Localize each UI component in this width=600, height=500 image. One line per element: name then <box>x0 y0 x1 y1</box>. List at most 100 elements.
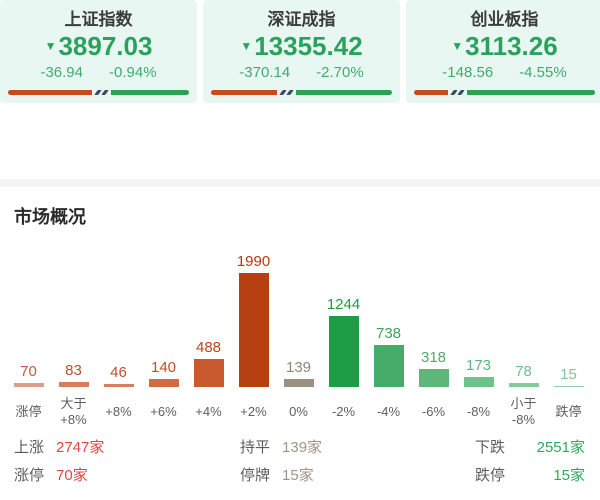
bar-group: 15 跌停 <box>546 246 591 429</box>
bar-axis-label: 涨停 <box>15 404 42 419</box>
bar-value-label: 70 <box>20 363 37 380</box>
advance-decline-ratio-bar <box>8 90 189 95</box>
bar-group: 1990 +2% <box>231 246 276 429</box>
bar-group: 70 涨停 <box>6 246 51 429</box>
stat-label: 跌停 <box>475 466 506 484</box>
bar <box>508 382 539 387</box>
bar-axis-label: -4% <box>376 404 401 419</box>
bar <box>418 368 449 387</box>
index-card-shenzhen[interactable]: 深证成指 ▼ 13355.42 -370.14 -2.70% <box>203 0 400 103</box>
stat-group: 下跌 2551家 <box>475 432 585 460</box>
stat-group: 停牌 15家 <box>240 460 314 488</box>
bar-value-label: 173 <box>465 357 492 375</box>
ratio-slash-divider <box>92 90 111 95</box>
bar-group: 318 -6% <box>411 246 456 429</box>
bar-value-label: 78 <box>515 362 532 380</box>
index-card-chinext[interactable]: 创业板指 ▼ 3113.26 -148.56 -4.55% <box>406 0 600 103</box>
index-value-row: ▼ 3897.03 <box>0 31 197 61</box>
bar <box>463 377 494 387</box>
bar-value-label: 139 <box>285 359 312 377</box>
bar-group: 139 0% <box>276 246 321 429</box>
bar-value-label: 15 <box>560 365 577 383</box>
index-change-row: -36.94 -0.94% <box>0 61 197 84</box>
stats-row: 涨停 70家 停牌 15家 跌停 15家 <box>0 460 600 488</box>
bar-axis-label: 0% <box>289 404 308 419</box>
stat-value: 70家 <box>56 466 88 484</box>
bar-axis-label: 大于 +8% <box>60 396 87 427</box>
index-value-row: ▼ 13355.42 <box>203 31 400 61</box>
index-name: 深证成指 <box>267 10 336 29</box>
bar-axis-label: +2% <box>240 404 267 419</box>
bar <box>328 315 359 387</box>
stat-label: 上涨 <box>14 438 45 456</box>
decliners-segment <box>111 90 189 95</box>
bar <box>13 383 44 387</box>
bar-axis-label: -2% <box>331 404 356 419</box>
index-change-pct: -4.55% <box>519 64 567 81</box>
stat-value: 139家 <box>282 438 323 456</box>
stat-label: 涨停 <box>14 466 45 484</box>
index-change: -148.56 <box>442 64 494 81</box>
stat-value: 15家 <box>282 466 314 484</box>
stat-group: 上涨 2747家 <box>14 432 104 460</box>
stat-group: 跌停 15家 <box>475 460 585 488</box>
index-change-pct: -2.70% <box>316 64 364 81</box>
index-change: -370.14 <box>239 64 291 81</box>
index-cards-row: 上证指数 ▼ 3897.03 -36.94 -0.94% 深证成指 ▼ 133 <box>0 0 600 103</box>
bar-group: 140 +6% <box>141 246 186 429</box>
stat-group: 持平 139家 <box>240 432 322 460</box>
stat-value: 2747家 <box>56 438 105 456</box>
stat-value: 2551家 <box>536 438 585 456</box>
bar-value-label: 46 <box>110 364 127 382</box>
bar <box>58 382 89 387</box>
index-change-row: -370.14 -2.70% <box>203 61 400 84</box>
bar <box>103 384 134 387</box>
index-change-pct: -0.94% <box>109 64 157 81</box>
index-change-row: -148.56 -4.55% <box>406 61 600 84</box>
bar-value-label: 1244 <box>326 295 361 313</box>
market-stats: 上涨 2747家 持平 139家 下跌 2551家涨停 70家 停牌 15家 跌停 15家 <box>0 432 600 488</box>
bar-axis-label: 跌停 <box>555 404 582 419</box>
section-title: 市场概况 <box>14 207 86 227</box>
index-value: 3113.26 <box>465 31 558 61</box>
stat-label: 持平 <box>240 438 271 456</box>
bar-group: 173 -8% <box>456 246 501 429</box>
advance-decline-ratio-bar <box>414 90 595 95</box>
down-triangle-icon: ▼ <box>44 39 57 53</box>
bar-value-label: 83 <box>65 362 82 380</box>
advancers-segment <box>211 90 278 95</box>
bar-axis-label: +8% <box>105 404 132 419</box>
ratio-slash-divider <box>448 90 467 95</box>
index-change: -36.94 <box>40 64 83 81</box>
bar <box>238 273 269 387</box>
index-name: 上证指数 <box>64 10 133 29</box>
bar-value-label: 1990 <box>236 253 271 270</box>
advance-decline-ratio-bar <box>211 90 392 95</box>
down-triangle-icon: ▼ <box>240 39 253 53</box>
index-value-row: ▼ 3113.26 <box>406 31 600 61</box>
index-value: 3897.03 <box>58 31 153 61</box>
bar-group: 46 +8% <box>96 246 141 429</box>
bar <box>373 344 404 387</box>
advancers-segment <box>414 90 449 95</box>
index-name: 创业板指 <box>470 10 539 29</box>
bar-group: 488 +4% <box>186 246 231 429</box>
bar-group: 1244 -2% <box>321 246 366 429</box>
bar-value-label: 140 <box>150 358 177 376</box>
decliners-segment <box>467 90 595 95</box>
bar <box>148 378 179 387</box>
bar-axis-label: 小于 -8% <box>510 396 537 427</box>
bar-axis-label: +6% <box>150 404 177 419</box>
bar-group: 83 大于 +8% <box>51 246 96 429</box>
bar-value-label: 738 <box>375 324 402 342</box>
stat-label: 停牌 <box>240 466 271 484</box>
stat-value: 15家 <box>553 466 585 484</box>
bar-value-label: 488 <box>195 339 222 357</box>
ratio-slash-divider <box>277 90 296 95</box>
bar-value-label: 318 <box>420 348 447 366</box>
down-triangle-icon: ▼ <box>451 39 464 53</box>
stats-row: 上涨 2747家 持平 139家 下跌 2551家 <box>0 432 600 460</box>
index-card-shanghai[interactable]: 上证指数 ▼ 3897.03 -36.94 -0.94% <box>0 0 197 103</box>
section-divider <box>0 179 600 187</box>
